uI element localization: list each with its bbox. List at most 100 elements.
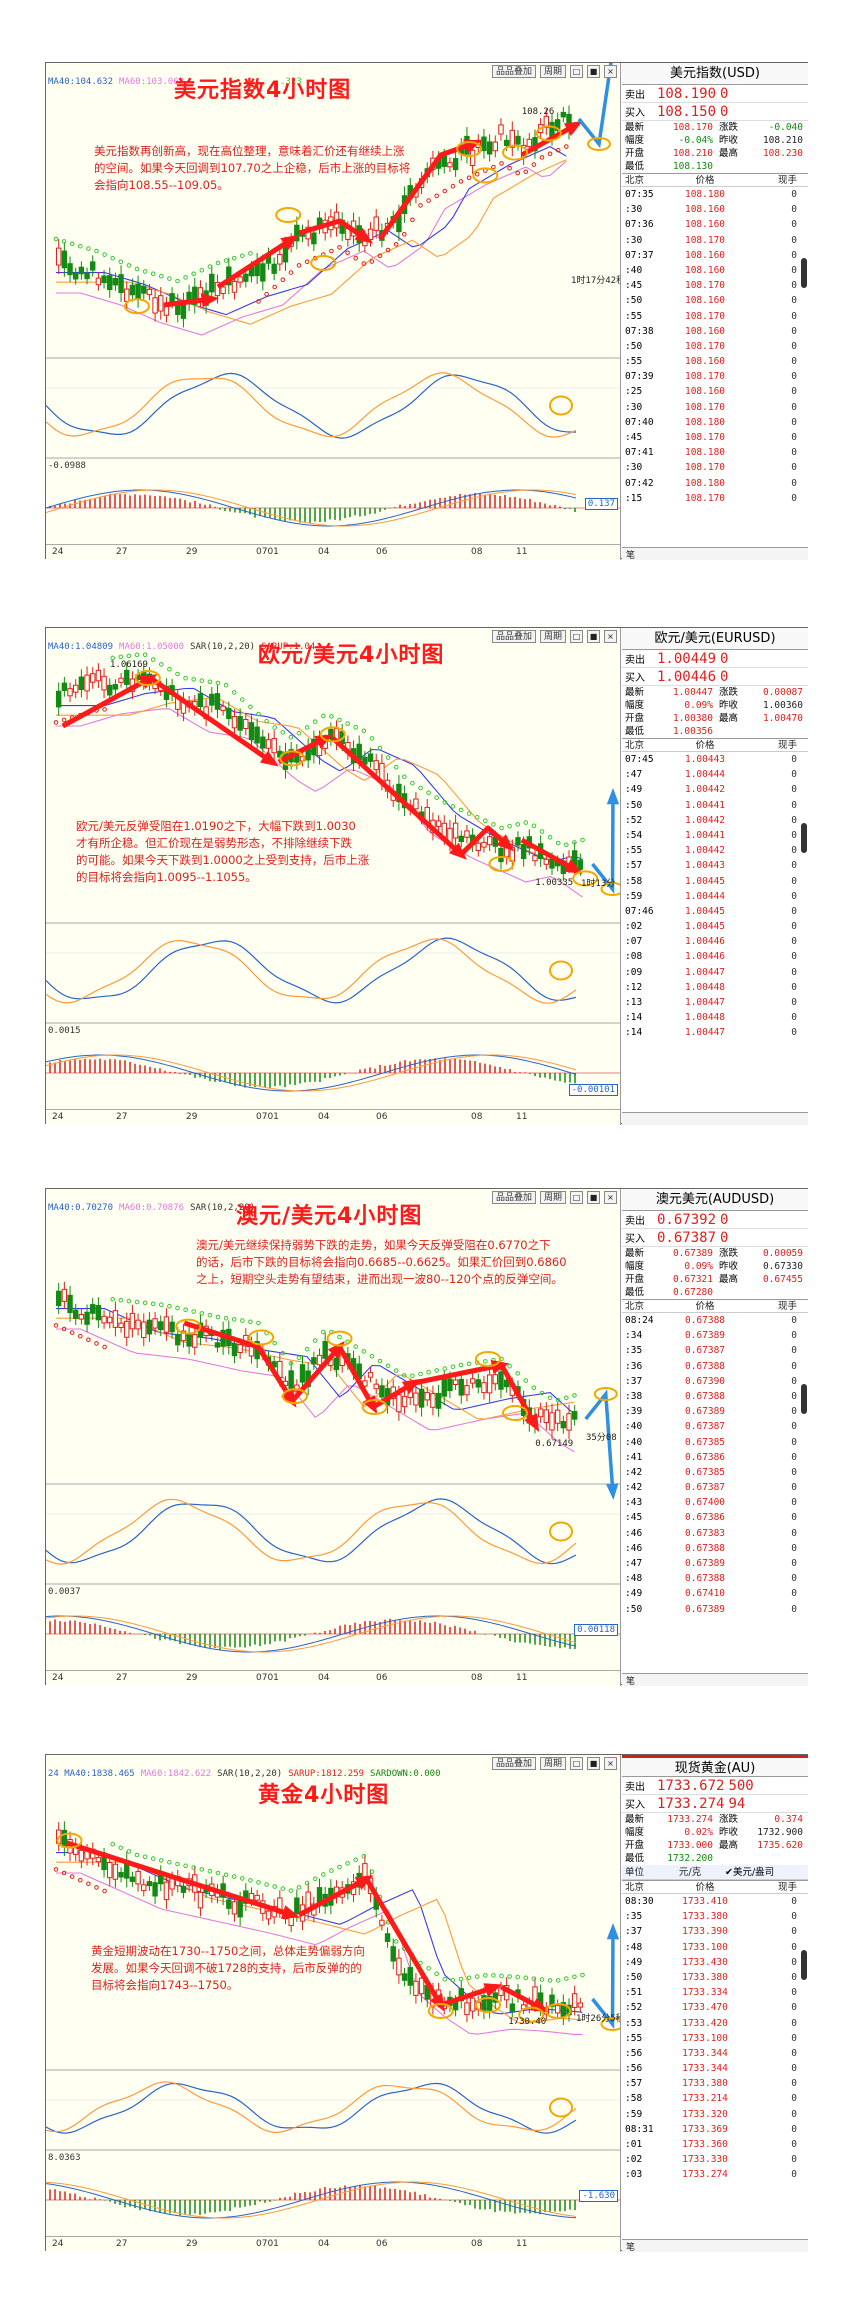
candle-body <box>163 1881 170 1901</box>
tick-volume: 0 <box>791 462 797 474</box>
chart-area[interactable]: MA40:0.70270 MA60:0.70876 SAR(10,2,20) 澳元/… <box>46 1189 621 1686</box>
x-tick-label: 11 <box>516 547 528 557</box>
overlay-button[interactable]: 品品叠加 <box>491 1757 536 1770</box>
tick-time: 07:40 <box>625 416 654 428</box>
stat-value: 0.09% <box>684 1261 713 1272</box>
candle-body <box>78 266 85 275</box>
quote-stat-row: 幅度 0.02% 昨收 1732.900 <box>622 1826 808 1839</box>
sar-dot <box>175 278 180 284</box>
sell-price-row: 卖出 108.190 0 <box>622 85 808 103</box>
maximize-icon[interactable]: ■ <box>587 65 600 78</box>
tick-row: 07:39 108.170 0 <box>622 369 808 384</box>
sar-dot <box>466 811 472 816</box>
tick-time: :34 <box>625 1330 643 1342</box>
tick-price: 108.170 <box>684 371 726 383</box>
candle-body <box>78 676 85 691</box>
candle-body <box>571 1411 578 1420</box>
x-tick-label: 29 <box>186 1673 198 1683</box>
tick-price: 1733.344 <box>682 2063 728 2075</box>
restore-icon[interactable]: □ <box>570 1191 583 1204</box>
tick-row: :55 1.00442 0 <box>622 843 808 858</box>
tick-price: 1.00448 <box>684 1012 726 1024</box>
close-icon[interactable]: × <box>604 1757 617 1770</box>
chart-area[interactable]: MA40:1.04809 MA60:1.05000 SAR(10,2,20) SARU… <box>46 628 621 1125</box>
tick-row: :39 0.67389 0 <box>622 1404 808 1419</box>
close-icon[interactable]: × <box>604 1191 617 1204</box>
unit-selector[interactable]: 单位 元/克 ✔美元/盎司 <box>622 1865 808 1880</box>
tick-price: 1733.410 <box>682 1896 728 1907</box>
candle-body <box>537 1408 544 1418</box>
maximize-icon[interactable]: ■ <box>587 1191 600 1204</box>
period-button[interactable]: 周期 <box>539 1757 566 1770</box>
tick-volume: 0 <box>791 845 797 857</box>
scrollbar-thumb[interactable] <box>801 1950 807 1980</box>
sar-dot <box>564 1395 569 1401</box>
sar-dot <box>515 1974 521 1980</box>
candle-body <box>169 1878 175 1890</box>
candle-body <box>265 739 272 749</box>
maximize-icon[interactable]: ■ <box>587 630 600 643</box>
tick-time: :07 <box>625 936 643 948</box>
pivot-ring <box>124 298 150 315</box>
candle-body <box>554 119 561 131</box>
period-button[interactable]: 周期 <box>539 630 566 643</box>
low-price-label: 0.67149 <box>535 1439 574 1450</box>
tick-volume: 0 <box>791 1466 797 1478</box>
tick-row: :30 108.170 0 <box>622 460 808 475</box>
quote-stat-row: 最低 0.67280 <box>622 1286 808 1299</box>
sar-dot <box>231 1874 237 1879</box>
analysis-note: 欧元/美元反弹受阻在1.0190之下，大幅下跌到1.0030 才有所企稳。但汇价现… <box>76 818 369 886</box>
candle-body <box>486 836 493 846</box>
countdown-timer: 35分08 <box>586 1432 617 1443</box>
overlay-button[interactable]: 品品叠加 <box>491 65 536 78</box>
ma-value: MA60:1.05000 <box>119 642 185 652</box>
tick-price: 108.170 <box>684 234 726 246</box>
ma-value: SAR(10,2,20) <box>190 1203 256 1213</box>
stat-value: 108.210 <box>672 148 713 159</box>
chart-area[interactable]: MA40:104.632 MA60:103.063 .323 美元指数4小时图 品品… <box>46 63 621 560</box>
sar-dot <box>434 795 440 800</box>
candle-body <box>452 158 459 171</box>
sar-dot <box>483 818 488 824</box>
restore-icon[interactable]: □ <box>570 65 583 78</box>
candle-body <box>464 2002 470 2016</box>
candle-body <box>560 111 567 118</box>
chart-area[interactable]: 24 MA40:1838.465 MA60:1842.622 SAR(10,2,20… <box>46 1755 621 2252</box>
sar-dot <box>142 652 148 658</box>
overlay-button[interactable]: 品品叠加 <box>491 1191 536 1204</box>
period-button[interactable]: 周期 <box>539 65 566 78</box>
stat-key: 涨跌 <box>719 1248 739 1259</box>
close-icon[interactable]: × <box>604 65 617 78</box>
sar-dot <box>450 183 456 189</box>
scrollbar-thumb[interactable] <box>801 1384 807 1414</box>
candle-body <box>112 1863 119 1880</box>
sar-dot <box>410 1373 415 1379</box>
stat-key: 最高 <box>719 713 739 724</box>
pivot-ring <box>310 255 337 271</box>
sar-dot <box>353 255 359 261</box>
tick-price: 1.00445 <box>684 921 726 933</box>
sar-dot <box>223 258 229 263</box>
tick-time: 08:24 <box>625 1315 654 1326</box>
forecast-arrow <box>591 1928 615 2029</box>
tick-time: :37 <box>625 1375 643 1387</box>
sar-dot <box>199 1867 205 1872</box>
tick-price: 0.67388 <box>684 1360 726 1372</box>
scrollbar-thumb[interactable] <box>801 258 807 288</box>
tick-price: 0.67386 <box>684 1451 726 1463</box>
candle-body <box>498 1987 504 1996</box>
stat-value: 108.130 <box>672 161 713 172</box>
restore-icon[interactable]: □ <box>570 630 583 643</box>
close-icon[interactable]: × <box>604 630 617 643</box>
period-button[interactable]: 周期 <box>539 1191 566 1204</box>
restore-icon[interactable]: □ <box>570 1757 583 1770</box>
scrollbar-thumb[interactable] <box>801 823 807 853</box>
tick-time: :35 <box>625 1911 643 1923</box>
candle-body <box>458 1378 464 1396</box>
overlay-button[interactable]: 品品叠加 <box>491 630 536 643</box>
maximize-icon[interactable]: ■ <box>587 1757 600 1770</box>
candle-body <box>373 1383 379 1390</box>
pivot-ring <box>545 2003 572 2019</box>
tick-price: 1733.380 <box>682 1911 728 1923</box>
sar-dot <box>523 820 529 825</box>
